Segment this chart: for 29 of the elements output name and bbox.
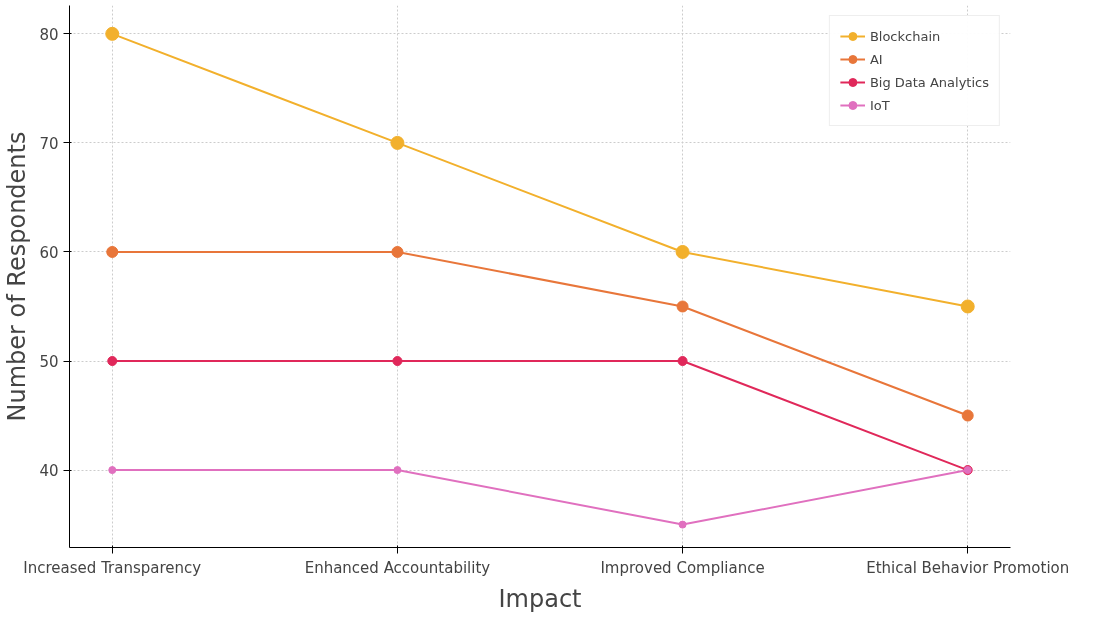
point xyxy=(960,299,975,314)
y-tick-label: 50 xyxy=(39,353,59,372)
point xyxy=(678,520,687,529)
y-tick-label: 80 xyxy=(39,25,59,44)
point xyxy=(108,466,117,475)
point xyxy=(105,26,120,41)
y-tick-label: 60 xyxy=(39,243,59,262)
point xyxy=(391,245,404,258)
y-tick-label: 40 xyxy=(39,462,59,481)
legend-label: AI xyxy=(869,51,884,67)
x-axis-title: Impact xyxy=(498,584,582,613)
point xyxy=(107,356,118,367)
legend-label: IoT xyxy=(869,97,890,113)
point xyxy=(675,244,690,259)
point xyxy=(106,245,119,258)
x-tick-label: Improved Compliance xyxy=(600,558,765,577)
point xyxy=(390,135,405,150)
y-tick-label: 70 xyxy=(39,134,59,153)
x-tick-label: Enhanced Accountability xyxy=(304,558,491,577)
point xyxy=(393,466,402,475)
point xyxy=(676,300,689,313)
legend-label: Blockchain xyxy=(869,28,941,44)
point xyxy=(677,356,688,367)
point xyxy=(392,356,403,367)
point xyxy=(961,409,974,422)
legend-label: Big Data Analytics xyxy=(869,74,989,90)
x-tick-label: Increased Transparency xyxy=(23,558,202,577)
y-axis-title: Number of Respondents xyxy=(3,131,32,422)
x-tick-label: Ethical Behavior Promotion xyxy=(866,558,1070,577)
